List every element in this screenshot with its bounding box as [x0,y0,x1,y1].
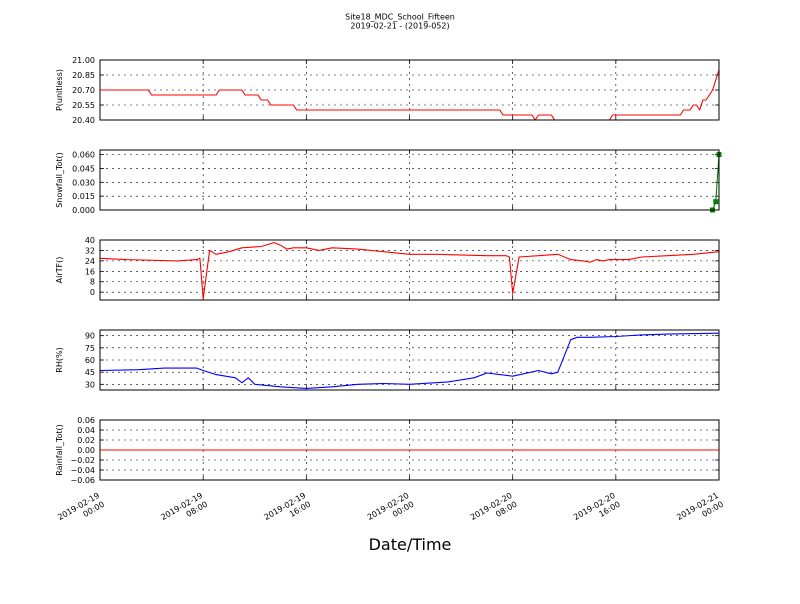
panel-1: 20.40 20.55 20.70 20.85 21.00 P(unitless) [55,56,720,125]
y-axis-label: AirTF() [55,257,64,284]
series-line [100,69,720,121]
y-tick-label: −0.04 [70,466,95,475]
chart-title: Site18_MDC_School_Fifteen [345,13,455,22]
y-axis-label: Rainfall_Tot() [55,424,64,476]
y-axis-label: P(unitless) [55,69,64,111]
y-tick-label: 60 [85,356,95,365]
series-line [99,242,720,300]
y-tick-label: −0.06 [70,476,95,485]
y-tick-label: 0.030 [72,178,95,187]
y-tick-label: 0.015 [72,192,95,201]
y-tick-label: 24 [85,257,95,266]
series-line [99,332,720,389]
series-marker [713,199,719,205]
y-tick-label: 0 [90,288,95,297]
y-tick-label: 0.00 [77,446,95,455]
chart-subtitle: 2019-02-21 - (2019-052) [350,22,449,31]
y-tick-label: 20.55 [72,101,95,110]
y-tick-label: 90 [85,332,95,341]
y-tick-label: 0.060 [72,151,95,160]
y-tick-label: 30 [85,380,95,389]
y-tick-label: 40 [85,236,95,245]
y-tick-label: 20.85 [72,71,95,80]
y-tick-label: 0.04 [77,426,95,435]
panel-5: −0.06−0.04−0.020.000.020.040.06 Rainfall_… [55,416,720,485]
plot-frame [99,419,720,481]
y-tick-label: 20.70 [72,86,95,95]
y-tick-label: 0.000 [72,206,95,215]
panel-4: 30 45 60 75 90 RH(%) [55,329,720,391]
y-tick-label: 20.40 [72,116,95,125]
plot-frame [99,329,720,391]
y-tick-label: −0.02 [70,456,95,465]
panel-2: 0.000 0.015 0.030 0.045 0.060 Snowfall_Tot() [55,149,722,215]
y-tick-label: 75 [85,344,95,353]
plot-frame [99,149,720,211]
plot-frame [99,59,720,121]
x-axis-label: Date/Time [369,535,452,554]
y-tick-label: 16 [85,267,95,276]
y-tick-label: 0.06 [77,416,95,425]
y-tick-label: 8 [90,278,95,287]
y-tick-label: 32 [85,246,95,255]
plot-frame [99,239,720,301]
y-tick-label: 45 [85,368,95,377]
y-tick-label: 0.045 [72,164,95,173]
y-axis-label: Snowfall_Tot() [55,152,64,208]
y-axis-label: RH(%) [55,347,64,372]
y-tick-label: 0.02 [77,436,95,445]
y-tick-label: 21.00 [72,56,95,65]
